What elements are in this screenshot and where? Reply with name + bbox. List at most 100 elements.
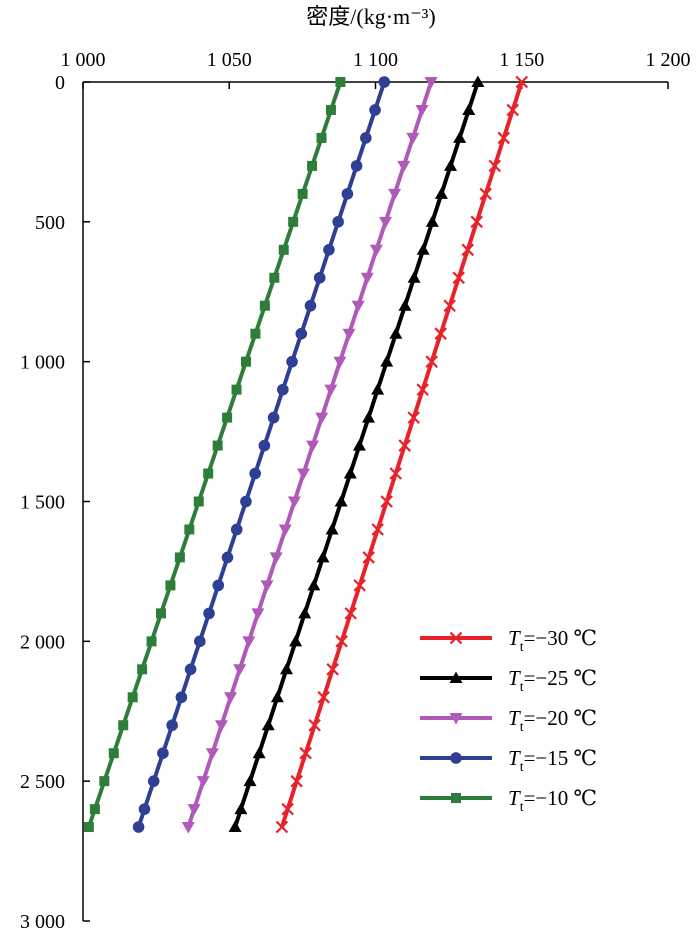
- series-line: [233, 81, 480, 828]
- data-point: [369, 104, 381, 116]
- legend-label: Tt=−25 ℃: [508, 666, 597, 695]
- legend-item: Tt=−15 ℃: [420, 746, 597, 775]
- series-0: [275, 75, 529, 834]
- data-point: [326, 663, 339, 676]
- legend-item: Tt=−30 ℃: [420, 626, 597, 655]
- data-point: [362, 411, 376, 423]
- data-point: [89, 804, 100, 815]
- y-tick-label: 2 000: [20, 631, 65, 653]
- y-tick-label: 1 000: [20, 352, 65, 374]
- data-point: [479, 187, 493, 201]
- data-point: [243, 774, 257, 787]
- data-point: [240, 356, 251, 367]
- data-point: [194, 635, 206, 648]
- data-point: [231, 384, 242, 395]
- data-point: [228, 820, 242, 833]
- y-tick-label: 500: [35, 212, 65, 234]
- data-point: [278, 244, 289, 255]
- data-point: [304, 299, 317, 312]
- data-point: [352, 439, 366, 451]
- data-point: [351, 300, 365, 313]
- data-point: [362, 551, 375, 564]
- data-point: [127, 692, 138, 703]
- data-point: [288, 216, 299, 227]
- series-line: [186, 81, 433, 828]
- data-point: [287, 496, 301, 508]
- data-point: [453, 131, 467, 143]
- data-point: [297, 188, 308, 199]
- data-point: [425, 215, 439, 227]
- data-point: [193, 496, 204, 507]
- legend-label-rest: =−25 ℃: [524, 666, 597, 690]
- data-point: [380, 495, 393, 508]
- data-point: [307, 160, 318, 171]
- data-point: [261, 718, 275, 731]
- data-point: [324, 384, 338, 397]
- data-point: [452, 271, 466, 285]
- legend-label-rest: =−10 ℃: [524, 786, 597, 810]
- data-point: [471, 75, 485, 87]
- data-point: [497, 131, 511, 145]
- data-point: [371, 383, 385, 395]
- legend-label-sub: t: [520, 760, 524, 775]
- data-point: [316, 132, 327, 143]
- data-point: [258, 439, 271, 452]
- data-point: [416, 383, 429, 396]
- data-point: [407, 271, 421, 283]
- data-point: [251, 608, 265, 620]
- legend-label: Tt=−30 ℃: [508, 626, 597, 655]
- data-point: [380, 355, 394, 367]
- data-point: [181, 822, 195, 834]
- x-tick-label: 1 000: [61, 49, 106, 71]
- data-point: [230, 523, 243, 536]
- series-line: [86, 81, 343, 828]
- y-tick-label: 2 500: [20, 771, 65, 793]
- data-point: [434, 187, 448, 199]
- data-point: [307, 578, 321, 591]
- data-point: [221, 551, 234, 564]
- series-line: [279, 81, 524, 828]
- data-point: [299, 746, 312, 760]
- data-point: [212, 579, 225, 592]
- data-point: [279, 662, 293, 675]
- data-point: [398, 299, 412, 311]
- data-point: [132, 821, 145, 833]
- legend-label-main: T: [508, 706, 521, 730]
- data-point: [350, 160, 363, 172]
- data-point: [295, 327, 308, 340]
- data-point: [389, 467, 402, 480]
- data-point: [196, 776, 210, 788]
- data-point: [325, 522, 339, 535]
- data-point: [249, 467, 261, 480]
- data-point: [277, 383, 289, 396]
- data-point: [224, 692, 238, 704]
- x-tick-label: 1 050: [207, 49, 252, 71]
- data-point: [250, 328, 261, 339]
- data-point: [388, 188, 402, 201]
- legend-label-rest: =−30 ℃: [524, 626, 597, 650]
- legend: Tt=−30 ℃Tt=−25 ℃Tt=−20 ℃Tt=−15 ℃Tt=−10 ℃: [420, 626, 597, 815]
- data-point: [353, 579, 366, 592]
- data-point: [371, 523, 384, 536]
- data-point: [174, 552, 185, 563]
- data-point: [166, 719, 178, 732]
- x-tick-label: 1 100: [353, 49, 398, 71]
- data-point: [138, 803, 151, 815]
- data-point: [334, 495, 348, 507]
- data-point: [470, 215, 484, 229]
- y-tick-label: 0: [55, 72, 65, 94]
- legend-label-main: T: [508, 666, 521, 690]
- data-point: [462, 103, 476, 115]
- data-point: [137, 664, 148, 675]
- legend-label-rest: =−20 ℃: [524, 706, 597, 730]
- data-point: [184, 524, 195, 535]
- legend-item: Tt=−25 ℃: [420, 666, 597, 695]
- data-point: [315, 412, 329, 425]
- data-point: [242, 636, 256, 648]
- data-point: [252, 746, 266, 759]
- series-4: [83, 77, 346, 833]
- y-tick-label: 1 500: [20, 492, 65, 514]
- data-point: [316, 550, 330, 563]
- data-point: [203, 468, 214, 479]
